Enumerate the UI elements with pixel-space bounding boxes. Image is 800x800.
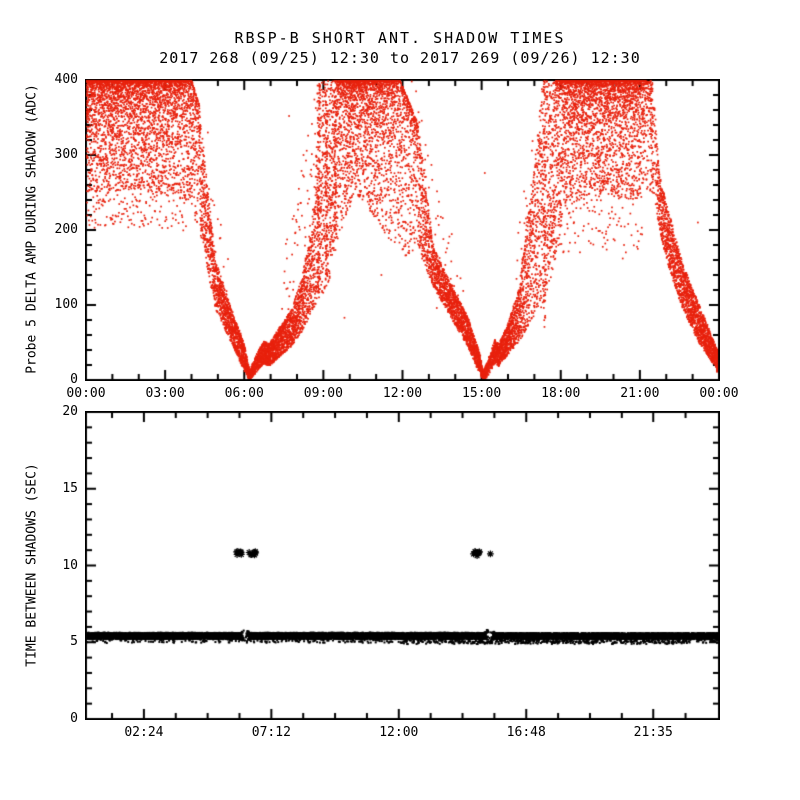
- top-x-tick-label: 00:00: [66, 386, 106, 401]
- top-y-axis-label: Probe 5 DELTA AMP DURING SHADOW (ADC): [24, 84, 40, 374]
- top-x-tick-label: 15:00: [462, 386, 502, 401]
- top-y-tick-label: 100: [54, 297, 78, 312]
- top-y-tick-label: 400: [54, 72, 78, 87]
- top-y-tick-label: 0: [70, 372, 78, 387]
- page-subtitle: 2017 268 (09/25) 12:30 to 2017 269 (09/2…: [159, 49, 641, 67]
- bottom-x-tick-label: 21:35: [633, 725, 673, 740]
- top-x-tick-label: 21:00: [620, 386, 660, 401]
- page-title: RBSP-B SHORT ANT. SHADOW TIMES: [234, 29, 566, 47]
- top-x-tick-label: 03:00: [145, 386, 185, 401]
- top-x-tick-label: 12:00: [382, 386, 423, 401]
- bottom-y-tick-label: 5: [70, 634, 78, 650]
- top-x-tick-label: 09:00: [303, 386, 343, 401]
- top-x-tick-label: 18:00: [541, 386, 581, 401]
- bottom-y-axis-label: TIME BETWEEN SHADOWS (SEC): [24, 463, 40, 667]
- bottom-y-tick-label: 0: [70, 711, 78, 726]
- top-x-tick-label: 06:00: [224, 386, 264, 401]
- bottom-x-tick-label: 16:48: [506, 725, 546, 740]
- bottom-y-tick-label: 15: [62, 480, 78, 496]
- bottom-scatter-canvas: [85, 411, 720, 720]
- bottom-y-tick-label: 10: [62, 557, 78, 573]
- bottom-y-tick-label: 20: [62, 404, 78, 419]
- top-scatter-canvas: [85, 79, 720, 381]
- bottom-x-tick-label: 12:00: [379, 725, 419, 740]
- bottom-x-tick-label: 02:24: [124, 725, 164, 740]
- bottom-x-tick-label: 07:12: [251, 725, 291, 740]
- top-x-tick-label: 00:00: [699, 386, 739, 401]
- top-y-tick-label: 200: [54, 222, 78, 237]
- top-y-tick-label: 300: [54, 147, 78, 162]
